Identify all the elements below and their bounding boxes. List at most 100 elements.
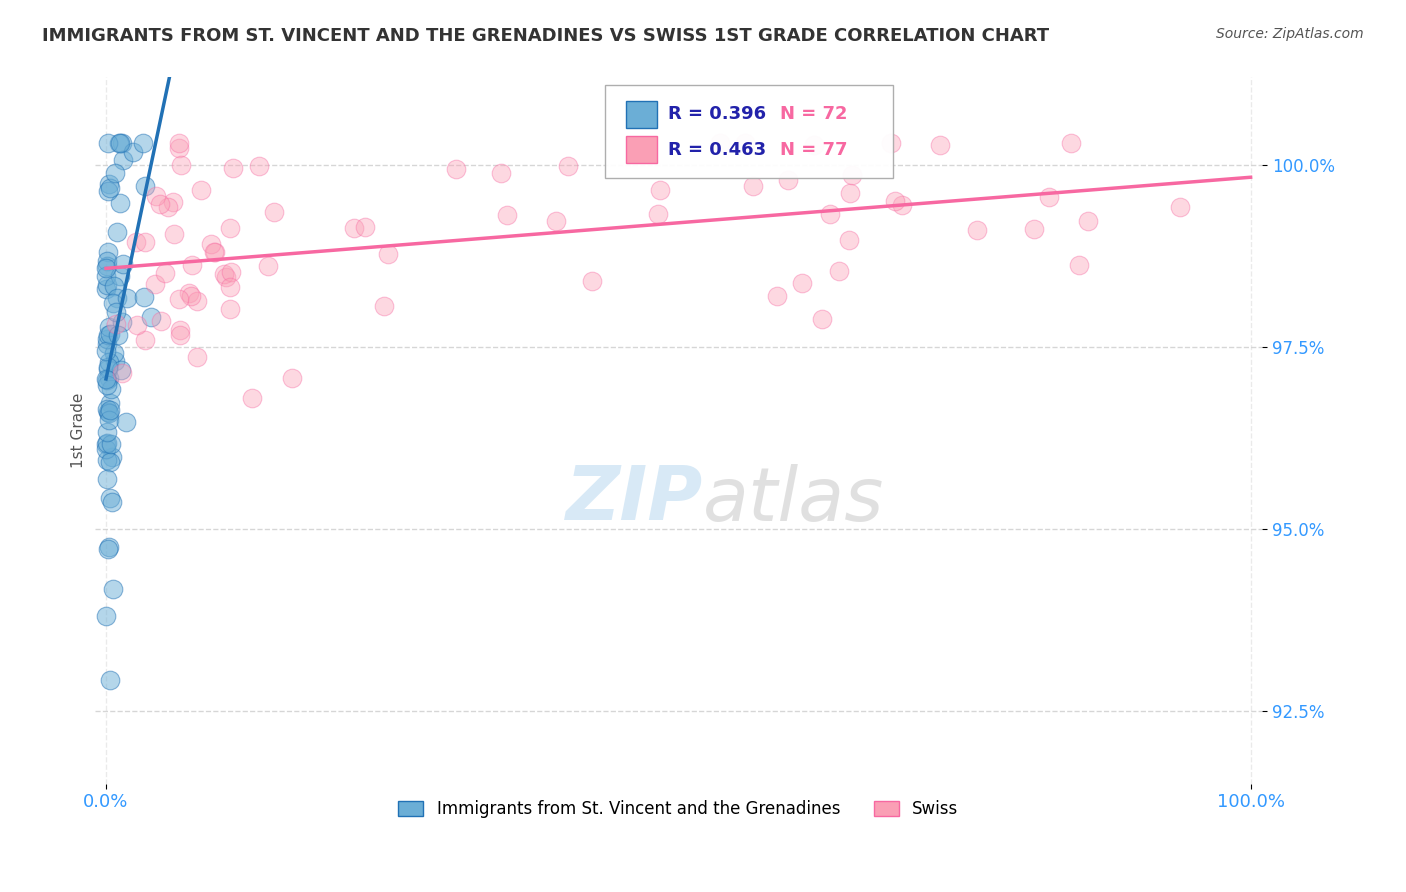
Point bbox=[98, 178, 121, 192]
Point bbox=[141, 310, 163, 324]
Point bbox=[96, 268, 118, 283]
Point bbox=[219, 279, 242, 293]
Point bbox=[96, 472, 118, 486]
Point bbox=[101, 582, 124, 597]
Text: atlas: atlas bbox=[703, 464, 884, 535]
Point bbox=[134, 333, 156, 347]
Point bbox=[212, 267, 235, 281]
Point bbox=[96, 254, 118, 268]
Point bbox=[765, 289, 787, 303]
Point bbox=[127, 318, 149, 333]
Point bbox=[134, 235, 156, 250]
Point bbox=[96, 401, 118, 416]
Point bbox=[648, 183, 671, 197]
Point bbox=[169, 327, 191, 342]
Point bbox=[125, 235, 148, 249]
Point bbox=[742, 178, 765, 193]
Point bbox=[263, 205, 285, 219]
Point bbox=[100, 383, 122, 397]
Point bbox=[219, 301, 242, 316]
Point bbox=[1077, 214, 1099, 228]
Point bbox=[98, 413, 121, 427]
Point bbox=[204, 244, 226, 259]
Point bbox=[838, 233, 860, 247]
Point bbox=[811, 312, 834, 326]
Point bbox=[170, 157, 193, 171]
Point bbox=[96, 277, 118, 292]
Point bbox=[96, 453, 118, 467]
Point bbox=[96, 261, 118, 276]
Point bbox=[94, 282, 117, 296]
Point bbox=[444, 162, 467, 177]
Point bbox=[96, 373, 118, 387]
Point bbox=[98, 455, 121, 469]
Point bbox=[98, 395, 121, 409]
Point bbox=[96, 259, 118, 273]
Point bbox=[162, 195, 184, 210]
Point bbox=[181, 258, 204, 272]
Point bbox=[143, 277, 166, 292]
Point bbox=[97, 355, 120, 369]
Point bbox=[96, 336, 118, 351]
Point bbox=[790, 276, 813, 290]
Point bbox=[108, 136, 131, 150]
Point bbox=[98, 327, 121, 342]
Point bbox=[103, 346, 125, 360]
Point bbox=[247, 159, 270, 173]
Point bbox=[879, 136, 901, 150]
Point bbox=[1024, 221, 1046, 235]
Point bbox=[157, 201, 180, 215]
Point bbox=[884, 194, 907, 208]
Point bbox=[186, 293, 208, 308]
Point bbox=[190, 183, 212, 197]
Text: N = 72: N = 72 bbox=[780, 105, 848, 123]
Point bbox=[180, 289, 202, 303]
Point bbox=[218, 221, 240, 235]
Point bbox=[96, 609, 118, 624]
Point bbox=[200, 236, 222, 251]
Point bbox=[97, 184, 120, 198]
Point bbox=[97, 406, 120, 420]
Point bbox=[202, 245, 225, 260]
Point bbox=[117, 291, 139, 305]
Point bbox=[122, 145, 145, 159]
Point bbox=[96, 378, 118, 392]
Point bbox=[97, 245, 120, 260]
Point bbox=[101, 295, 124, 310]
Point bbox=[98, 491, 121, 506]
Point bbox=[134, 179, 156, 194]
Point bbox=[105, 291, 128, 305]
Text: ZIP: ZIP bbox=[565, 463, 703, 536]
Legend: Immigrants from St. Vincent and the Grenadines, Swiss: Immigrants from St. Vincent and the Gren… bbox=[392, 794, 965, 825]
Point bbox=[776, 172, 799, 186]
Point bbox=[108, 136, 131, 150]
Point bbox=[98, 540, 121, 554]
Point bbox=[96, 442, 118, 456]
Point bbox=[111, 366, 134, 380]
Point bbox=[734, 136, 756, 150]
Point bbox=[145, 188, 167, 202]
Point bbox=[105, 305, 128, 319]
Point bbox=[96, 343, 118, 358]
Text: IMMIGRANTS FROM ST. VINCENT AND THE GRENADINES VS SWISS 1ST GRADE CORRELATION CH: IMMIGRANTS FROM ST. VINCENT AND THE GREN… bbox=[42, 27, 1049, 45]
Point bbox=[167, 292, 190, 306]
Point bbox=[98, 320, 121, 334]
Point bbox=[101, 450, 124, 464]
Point bbox=[107, 327, 129, 342]
Point bbox=[108, 268, 131, 283]
Point bbox=[96, 436, 118, 450]
Point bbox=[828, 264, 851, 278]
Point bbox=[105, 317, 128, 331]
Point bbox=[838, 186, 860, 201]
Point bbox=[890, 198, 912, 212]
Point bbox=[1060, 136, 1083, 150]
Point bbox=[966, 223, 988, 237]
Point bbox=[131, 136, 153, 150]
Point bbox=[1069, 258, 1091, 272]
Text: R = 0.396: R = 0.396 bbox=[668, 105, 766, 123]
Point bbox=[97, 136, 120, 150]
Point bbox=[177, 286, 200, 301]
Point bbox=[557, 160, 579, 174]
Point bbox=[219, 264, 242, 278]
Point bbox=[818, 207, 841, 221]
